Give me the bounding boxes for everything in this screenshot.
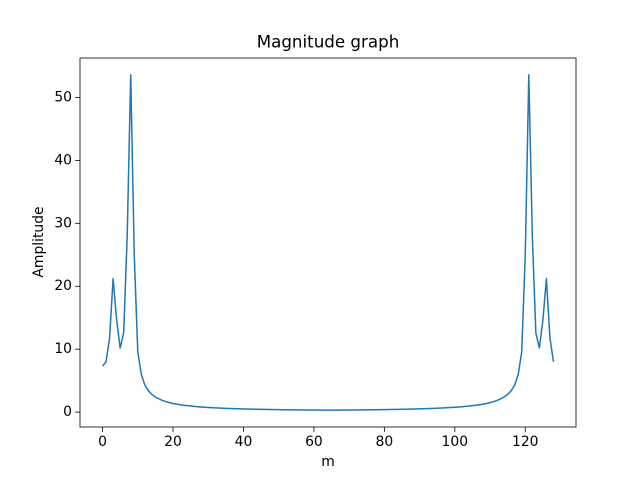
y-tick-label: 40	[54, 152, 72, 168]
x-tick-label: 100	[442, 434, 469, 450]
plot-frame	[79, 57, 577, 428]
y-tick-label: 30	[54, 215, 72, 231]
y-axis-label: Amplitude	[31, 206, 47, 277]
y-tick-label: 10	[54, 341, 72, 357]
chart-title: Magnitude graph	[257, 32, 400, 52]
x-tick-label: 80	[376, 434, 394, 450]
x-tick-label: 40	[235, 434, 253, 450]
x-tick-label: 20	[164, 434, 182, 450]
x-axis-label: m	[321, 454, 335, 470]
y-tick-label: 0	[63, 404, 72, 420]
y-tick-label: 20	[54, 278, 72, 294]
x-tick-label: 0	[98, 434, 107, 450]
x-tick-label: 120	[512, 434, 539, 450]
line-series	[101, 74, 555, 411]
y-tick-label: 50	[54, 89, 72, 105]
x-tick-label: 60	[305, 434, 323, 450]
